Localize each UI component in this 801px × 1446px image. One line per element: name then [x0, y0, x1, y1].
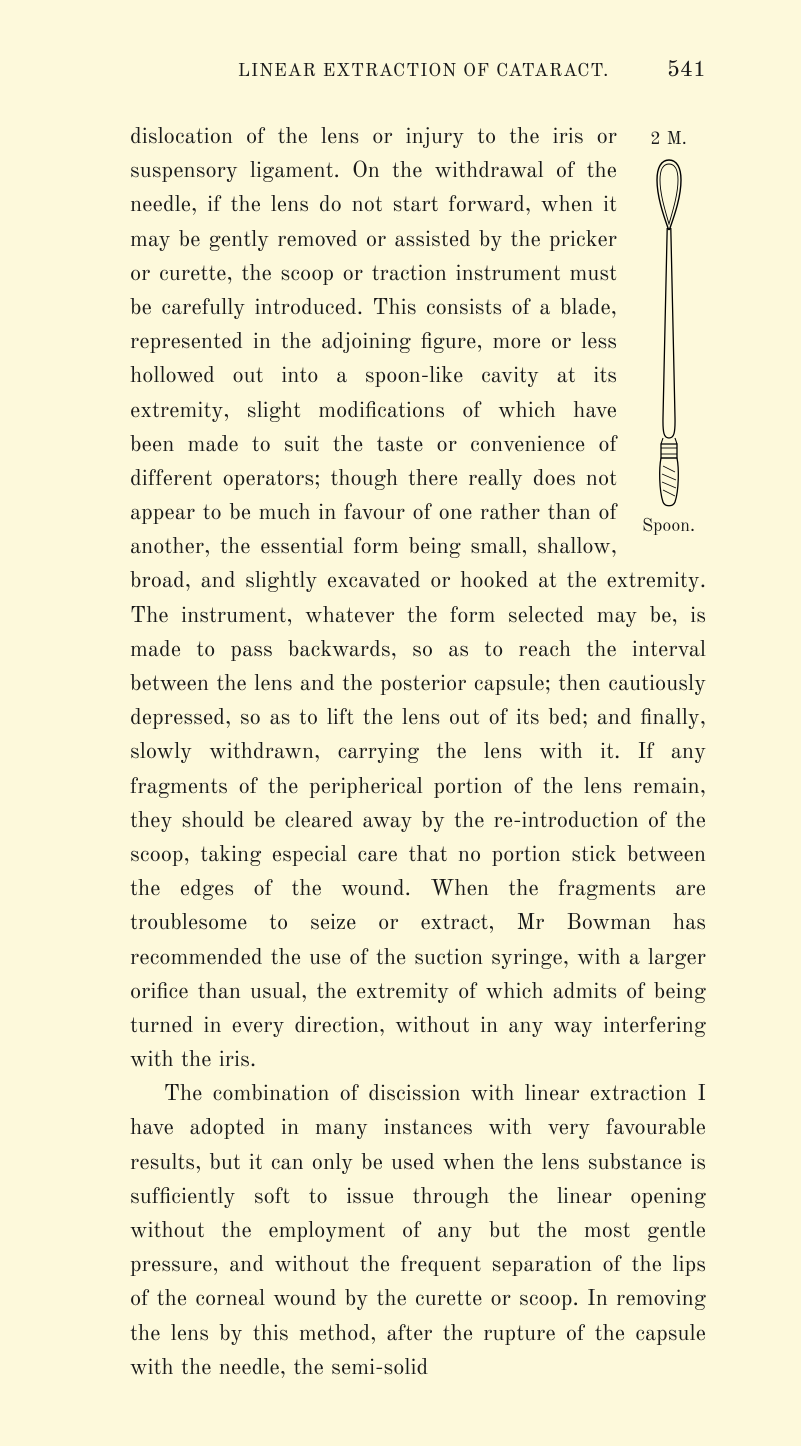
figure-spoon: 2 M. Spoo	[631, 127, 706, 542]
page: LINEAR EXTRACTION OF CATARACT. 541 2 M.	[0, 0, 801, 1446]
spoon-icon	[651, 158, 687, 508]
body-text: 2 M. Spoo	[130, 121, 706, 1386]
running-head: LINEAR EXTRACTION OF CATARACT. 541	[130, 58, 706, 85]
paragraph: dislocation of the lens or injury to the…	[130, 121, 706, 1078]
paragraph: The combination of discission with linea…	[130, 1078, 706, 1386]
running-title: LINEAR EXTRACTION OF CATARACT.	[130, 61, 667, 83]
page-number: 541	[667, 58, 706, 85]
figure-label-bottom: Spoon.	[631, 514, 706, 541]
figure-label-top: 2 M.	[631, 127, 706, 154]
